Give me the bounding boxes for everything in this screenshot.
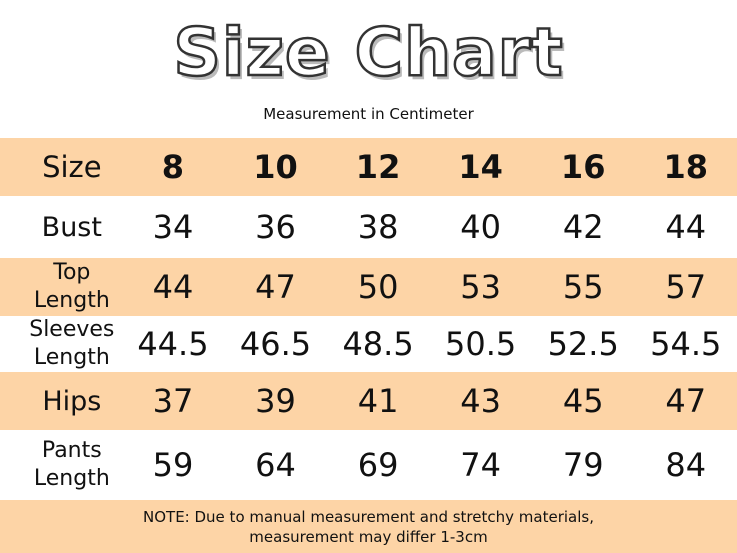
title: Size Chart	[172, 13, 564, 93]
cell-value: 36	[255, 208, 296, 246]
cell-value: 43	[460, 382, 501, 420]
cell-value: 39	[255, 382, 296, 420]
cell-value: 84	[665, 446, 707, 484]
table-row: Bust 34 36 38 40 42 44	[0, 196, 737, 258]
cell-value: 52.5	[547, 325, 619, 363]
header-row: Size 8 10 12 14 16 18	[0, 138, 737, 196]
cell-value: 16	[560, 148, 606, 186]
cell-value: 40	[460, 208, 501, 246]
cell-value: 42	[562, 208, 604, 246]
cell-value: 50	[357, 268, 399, 306]
cell-value: 8	[161, 148, 185, 186]
cell-value: 45	[562, 382, 604, 420]
cell-value: 53	[460, 268, 501, 306]
cell-value: 37	[152, 382, 194, 420]
row-label: Pants Length	[33, 438, 110, 491]
cell-value: 47	[665, 382, 707, 420]
cell-value: 10	[253, 148, 298, 186]
note: NOTE: Due to manual measurement and stre…	[143, 507, 594, 546]
table-row: Top Length 44 47 50 53 55 57	[0, 258, 737, 316]
cell-value: 64	[255, 446, 296, 484]
size-table: Size 8 10 12 14 16 18 Bust 34 36 38 40 42 44 Top Lengt…	[0, 138, 737, 500]
row-label: Hips	[42, 385, 102, 417]
table-row: Hips 37 39 41 43 45 47	[0, 372, 737, 430]
note-bar: NOTE: Due to manual measurement and stre…	[0, 500, 737, 553]
cell-value: 55	[562, 268, 604, 306]
cell-value: 44	[665, 208, 707, 246]
cell-value: 47	[255, 268, 296, 306]
cell-value: 44.5	[137, 325, 209, 363]
cell-value: 79	[562, 446, 604, 484]
cell-value: 38	[357, 208, 399, 246]
row-label: Size	[42, 149, 102, 184]
cell-value: 34	[152, 208, 194, 246]
cell-value: 12	[355, 148, 401, 186]
cell-value: 59	[152, 446, 194, 484]
cell-value: 50.5	[445, 325, 517, 363]
cell-value: 57	[665, 268, 707, 306]
cell-value: 54.5	[650, 325, 722, 363]
cell-value: 14	[458, 148, 503, 186]
row-label: Top Length	[33, 260, 110, 313]
cell-value: 69	[357, 446, 399, 484]
table-row: Sleeves Length 44.5 46.5 48.5 50.5 52.5 54.5	[0, 316, 737, 372]
cell-value: 18	[663, 148, 709, 186]
subtitle: Measurement in Centimeter	[263, 105, 474, 123]
cell-value: 74	[460, 446, 501, 484]
cell-value: 48.5	[342, 325, 414, 363]
cell-value: 41	[357, 382, 399, 420]
cell-value: 46.5	[239, 325, 312, 363]
row-label: Bust	[41, 211, 102, 243]
cell-value: 44	[152, 268, 194, 306]
row-label: Sleeves Length	[29, 317, 115, 370]
table-row: Pants Length 59 64 69 74 79 84	[0, 430, 737, 500]
